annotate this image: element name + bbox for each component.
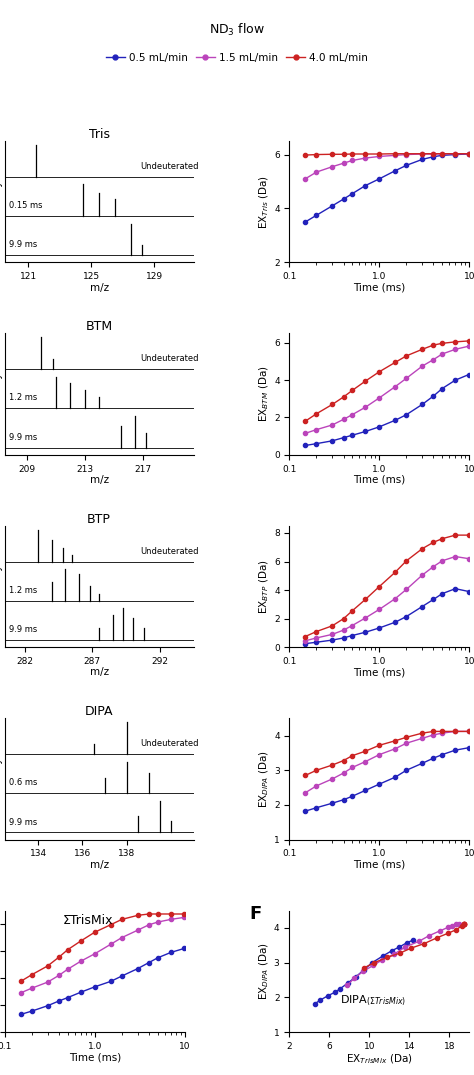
Text: ΣTrisMix: ΣTrisMix <box>63 914 113 928</box>
Title: Tris: Tris <box>89 128 109 141</box>
Y-axis label: EX$_{DIPA}$ (Da): EX$_{DIPA}$ (Da) <box>257 943 271 1000</box>
Text: DIPA$_{(\Sigma TrisMix)}$: DIPA$_{(\Sigma TrisMix)}$ <box>340 993 406 1007</box>
Y-axis label: Intensity: Intensity <box>0 180 2 225</box>
Text: F: F <box>250 904 262 922</box>
Text: 9.9 ms: 9.9 ms <box>9 626 37 634</box>
X-axis label: Time (ms): Time (ms) <box>69 1052 121 1062</box>
Y-axis label: Intensity: Intensity <box>0 563 2 610</box>
Text: 0.6 ms: 0.6 ms <box>9 778 37 787</box>
Text: 1.2 ms: 1.2 ms <box>9 586 37 594</box>
Text: 1.2 ms: 1.2 ms <box>9 393 37 402</box>
X-axis label: Time (ms): Time (ms) <box>353 668 405 677</box>
Y-axis label: Intensity: Intensity <box>0 756 2 802</box>
Text: Undeuterated: Undeuterated <box>141 739 199 748</box>
Legend: 0.5 mL/min, 1.5 mL/min, 4.0 mL/min: 0.5 mL/min, 1.5 mL/min, 4.0 mL/min <box>102 49 372 68</box>
Y-axis label: Intensity: Intensity <box>0 371 2 417</box>
Y-axis label: EX$_{BTM}$ (Da): EX$_{BTM}$ (Da) <box>257 366 271 422</box>
Text: 9.9 ms: 9.9 ms <box>9 241 37 249</box>
Text: Undeuterated: Undeuterated <box>141 162 199 171</box>
Y-axis label: EX$_{Tris}$ (Da): EX$_{Tris}$ (Da) <box>257 175 271 229</box>
X-axis label: Time (ms): Time (ms) <box>353 475 405 485</box>
Text: 9.9 ms: 9.9 ms <box>9 433 37 442</box>
Text: 9.9 ms: 9.9 ms <box>9 817 37 827</box>
Title: BTM: BTM <box>86 320 113 333</box>
Text: Undeuterated: Undeuterated <box>141 354 199 363</box>
X-axis label: m/z: m/z <box>90 668 109 677</box>
Y-axis label: EX$_{BTP}$ (Da): EX$_{BTP}$ (Da) <box>257 559 271 614</box>
Title: BTP: BTP <box>87 513 111 526</box>
X-axis label: m/z: m/z <box>90 475 109 485</box>
Title: DIPA: DIPA <box>85 705 113 718</box>
X-axis label: EX$_{TrisMix}$ (Da): EX$_{TrisMix}$ (Da) <box>346 1052 412 1065</box>
Text: 0.15 ms: 0.15 ms <box>9 201 42 210</box>
X-axis label: Time (ms): Time (ms) <box>353 860 405 870</box>
X-axis label: m/z: m/z <box>90 860 109 870</box>
Y-axis label: EX$_{DIPA}$ (Da): EX$_{DIPA}$ (Da) <box>257 750 271 808</box>
X-axis label: m/z: m/z <box>90 283 109 292</box>
Text: ND$_3$ flow: ND$_3$ flow <box>209 22 265 38</box>
X-axis label: Time (ms): Time (ms) <box>353 283 405 292</box>
Text: Undeuterated: Undeuterated <box>141 546 199 556</box>
